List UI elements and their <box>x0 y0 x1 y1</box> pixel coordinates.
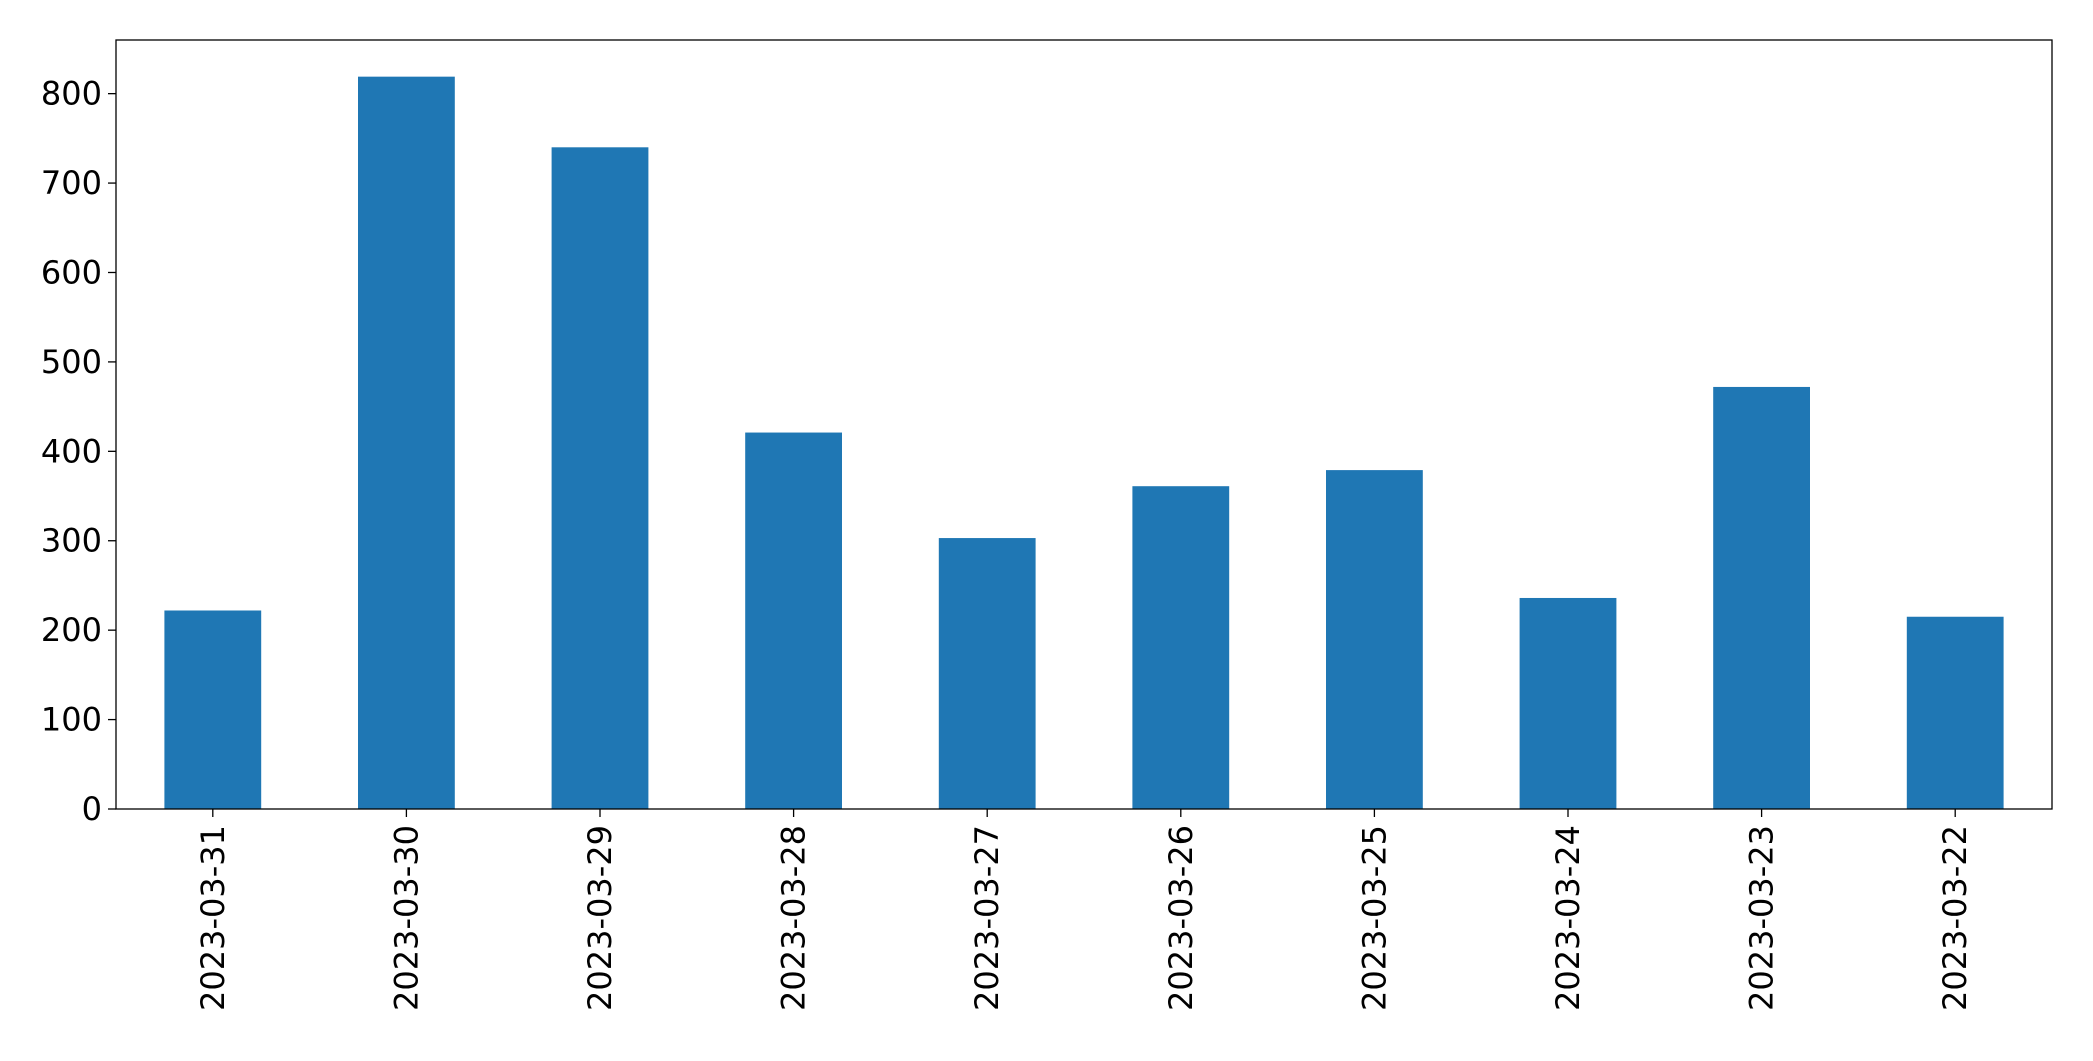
x-tick-label: 2023-03-23 <box>1743 825 1781 1011</box>
y-tick-label: 500 <box>41 343 102 381</box>
bar <box>1326 470 1423 809</box>
bar <box>164 610 262 809</box>
y-tick-label: 300 <box>41 522 102 560</box>
y-tick-label: 200 <box>41 611 102 649</box>
bar <box>1713 386 1810 809</box>
x-tick-label: 2023-03-29 <box>581 825 619 1011</box>
y-tick-label: 800 <box>41 75 102 113</box>
y-tick-label: 400 <box>41 432 102 470</box>
x-tick-label: 2023-03-31 <box>194 825 232 1011</box>
bar <box>358 76 455 810</box>
x-tick-label: 2023-03-25 <box>1355 825 1393 1011</box>
bar <box>1132 486 1230 809</box>
bar <box>745 432 842 809</box>
y-tick-label: 100 <box>41 701 102 739</box>
x-tick-label: 2023-03-26 <box>1162 825 1200 1011</box>
y-tick-label: 700 <box>41 164 102 202</box>
bar <box>1519 597 1617 809</box>
x-tick-label: 2023-03-24 <box>1549 825 1587 1011</box>
y-tick-label: 0 <box>82 790 102 828</box>
x-tick-label: 2023-03-22 <box>1936 825 1974 1011</box>
x-tick-label: 2023-03-28 <box>775 825 813 1011</box>
bar <box>938 538 1036 809</box>
x-tick-label: 2023-03-27 <box>968 825 1006 1011</box>
plot-frame <box>115 39 2053 810</box>
bar <box>551 147 649 810</box>
bar <box>1906 616 2004 809</box>
y-tick-label: 600 <box>41 253 102 291</box>
x-tick-label: 2023-03-30 <box>387 825 425 1011</box>
